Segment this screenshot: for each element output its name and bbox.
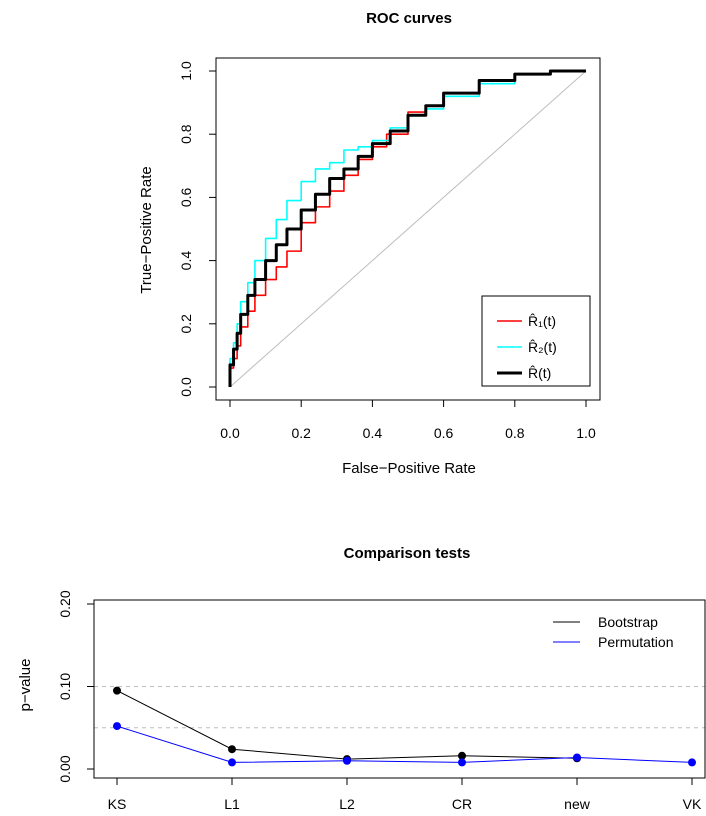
roc-series-line-3 (228, 69, 586, 387)
roc-y-tick-label: 0.6 (178, 187, 194, 207)
comparison-x-tick-label: L2 (339, 796, 355, 812)
roc-legend-box (481, 295, 591, 387)
comparison-x-axis: KS L1 L2 CR new VK (108, 777, 702, 812)
comparison-x-tick-label: VK (683, 796, 702, 812)
roc-y-tick-label: 0.8 (178, 124, 194, 144)
roc-y-tick-label: 0.2 (178, 314, 194, 334)
roc-x-axis: 0.0 0.2 0.4 0.6 0.8 1.0 (220, 399, 596, 441)
roc-chart-title: ROC curves (366, 10, 452, 27)
roc-x-tick-label: 0.8 (505, 425, 525, 441)
roc-legend-label-3: R̂(t) (528, 365, 551, 381)
roc-legend-label-1: R̂₁(t) (528, 313, 556, 329)
comparison-point-2-6 (688, 758, 696, 767)
roc-y-tick-label: 0.0 (178, 377, 194, 397)
comparison-chart: Comparison tests KS L1 L2 CR new VK 0.000.100… (17, 545, 706, 812)
roc-y-tick-label: 1.0 (178, 61, 194, 81)
comparison-point-2-1 (113, 722, 121, 731)
comparison-series-line-2 (116, 725, 693, 763)
comparison-chart-title: Comparison tests (344, 545, 471, 562)
comparison-point-1-2 (228, 745, 236, 754)
comparison-series-group (113, 686, 696, 767)
comparison-y-tick-label: 0.20 (57, 590, 73, 617)
comparison-y-axis-label: p−value (17, 659, 34, 712)
comparison-point-2-2 (228, 758, 236, 767)
roc-y-axis: 0.0 0.2 0.4 0.6 0.8 1.0 (178, 61, 217, 397)
comparison-x-tick-label: CR (452, 796, 472, 812)
roc-legend: R̂₁(t) R̂₂(t) R̂(t) (481, 295, 591, 387)
comparison-point-1-1 (113, 686, 121, 695)
comparison-legend: Bootstrap Permutation (553, 614, 673, 650)
roc-chart: ROC curves 0.0 0.2 0.4 0.6 0.8 1.0 0.00.20.40… (138, 10, 601, 477)
comparison-x-tick-label: new (564, 796, 591, 812)
comparison-x-tick-label: L1 (224, 796, 240, 812)
comparison-point-2-4 (458, 758, 466, 767)
roc-y-axis-label: True−Positive Rate (138, 166, 155, 293)
comparison-x-tick-label: KS (108, 796, 127, 812)
comparison-y-tick-label: 0.00 (57, 755, 73, 782)
roc-x-axis-label: False−Positive Rate (342, 460, 476, 477)
comparison-point-2-3 (343, 756, 351, 765)
roc-legend-label-2: R̂₂(t) (528, 339, 557, 355)
comparison-legend-label-2: Permutation (598, 634, 673, 650)
comparison-point-1-4 (458, 751, 466, 760)
comparison-point-2-5 (573, 753, 581, 762)
roc-x-tick-label: 0.0 (220, 425, 240, 441)
roc-x-tick-label: 1.0 (576, 425, 596, 441)
roc-y-tick-label: 0.4 (178, 251, 194, 271)
roc-series-group (228, 69, 586, 387)
roc-diagonal-reference (229, 70, 587, 388)
roc-x-tick-label: 0.6 (434, 425, 454, 441)
roc-x-tick-label: 0.4 (363, 425, 383, 441)
roc-reference-line-group (229, 70, 587, 388)
roc-x-tick-label: 0.2 (291, 425, 311, 441)
comparison-y-tick-label: 0.10 (57, 673, 73, 700)
comparison-y-axis: 0.00 0.10 0.20 (57, 590, 95, 783)
comparison-legend-label-1: Bootstrap (598, 614, 658, 630)
comparison-reference-lines (94, 686, 705, 729)
